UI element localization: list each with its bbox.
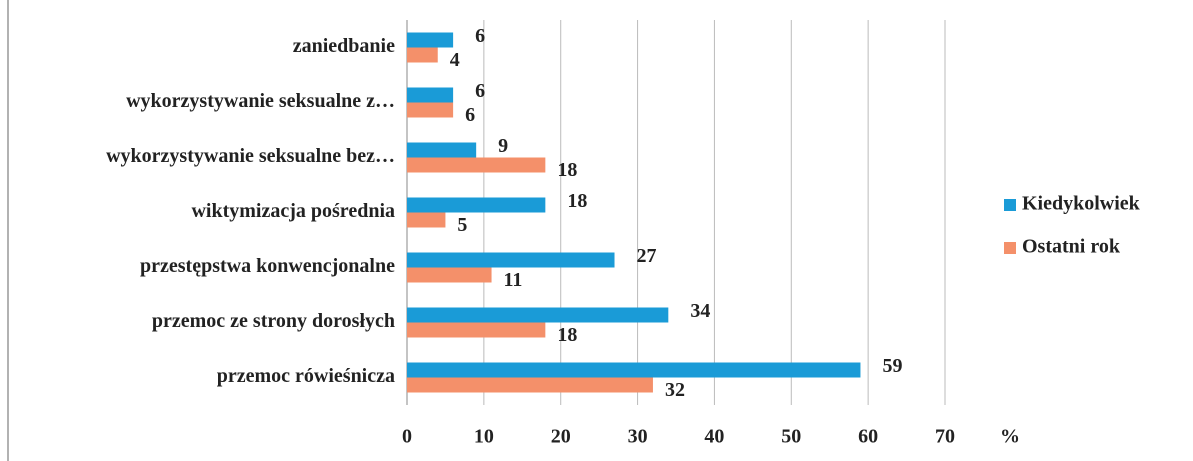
data-label: 18: [557, 324, 577, 346]
x-tick-label: 10: [474, 426, 494, 448]
data-label: 18: [557, 159, 577, 181]
legend-label: Ostatni rok: [1022, 236, 1121, 258]
x-tick-label: 0: [402, 426, 412, 448]
data-label: 32: [665, 379, 685, 401]
legend-swatch: [1004, 199, 1016, 211]
category-label: przemoc ze strony dorosłych: [152, 310, 395, 332]
bar: [407, 307, 669, 323]
data-label: 9: [498, 135, 508, 157]
bar: [407, 102, 454, 118]
bar: [407, 47, 438, 63]
bar: [407, 157, 546, 173]
bar: [407, 267, 492, 283]
category-label: przemoc rówieśnicza: [217, 365, 395, 387]
data-label: 11: [504, 269, 523, 291]
x-tick-label: 70: [935, 426, 955, 448]
bar: [407, 87, 454, 103]
legend-swatch: [1004, 242, 1016, 254]
category-label: wykorzystywanie seksualne bez…: [106, 145, 395, 167]
bar: [407, 377, 653, 393]
category-label: zaniedbanie: [293, 35, 395, 57]
x-tick-label: 60: [858, 426, 878, 448]
data-label: 27: [637, 245, 657, 267]
data-label: 18: [567, 190, 587, 212]
data-label: 34: [690, 300, 710, 322]
x-tick-label: 20: [551, 426, 571, 448]
x-tick-label: 40: [704, 426, 724, 448]
bar: [407, 212, 446, 228]
data-label: 4: [450, 49, 460, 71]
x-tick-label: 50: [781, 426, 801, 448]
bar: [407, 32, 454, 48]
legend-label: Kiedykolwiek: [1022, 193, 1141, 215]
data-label: 6: [475, 80, 485, 102]
bar: [407, 362, 861, 378]
data-label: 59: [882, 355, 902, 377]
category-label: wiktymizacja pośrednia: [191, 200, 395, 222]
data-label: 6: [465, 104, 475, 126]
category-label: wykorzystywanie seksualne z…: [126, 90, 395, 112]
bar: [407, 142, 477, 158]
data-label: 6: [475, 25, 485, 47]
bar: [407, 322, 546, 338]
bar: [407, 197, 546, 213]
x-tick-label: 30: [628, 426, 648, 448]
data-label: 5: [457, 214, 467, 236]
category-label: przestępstwa konwencjonalne: [140, 255, 395, 277]
bar: [407, 252, 615, 268]
x-axis-label: %: [1000, 426, 1020, 448]
